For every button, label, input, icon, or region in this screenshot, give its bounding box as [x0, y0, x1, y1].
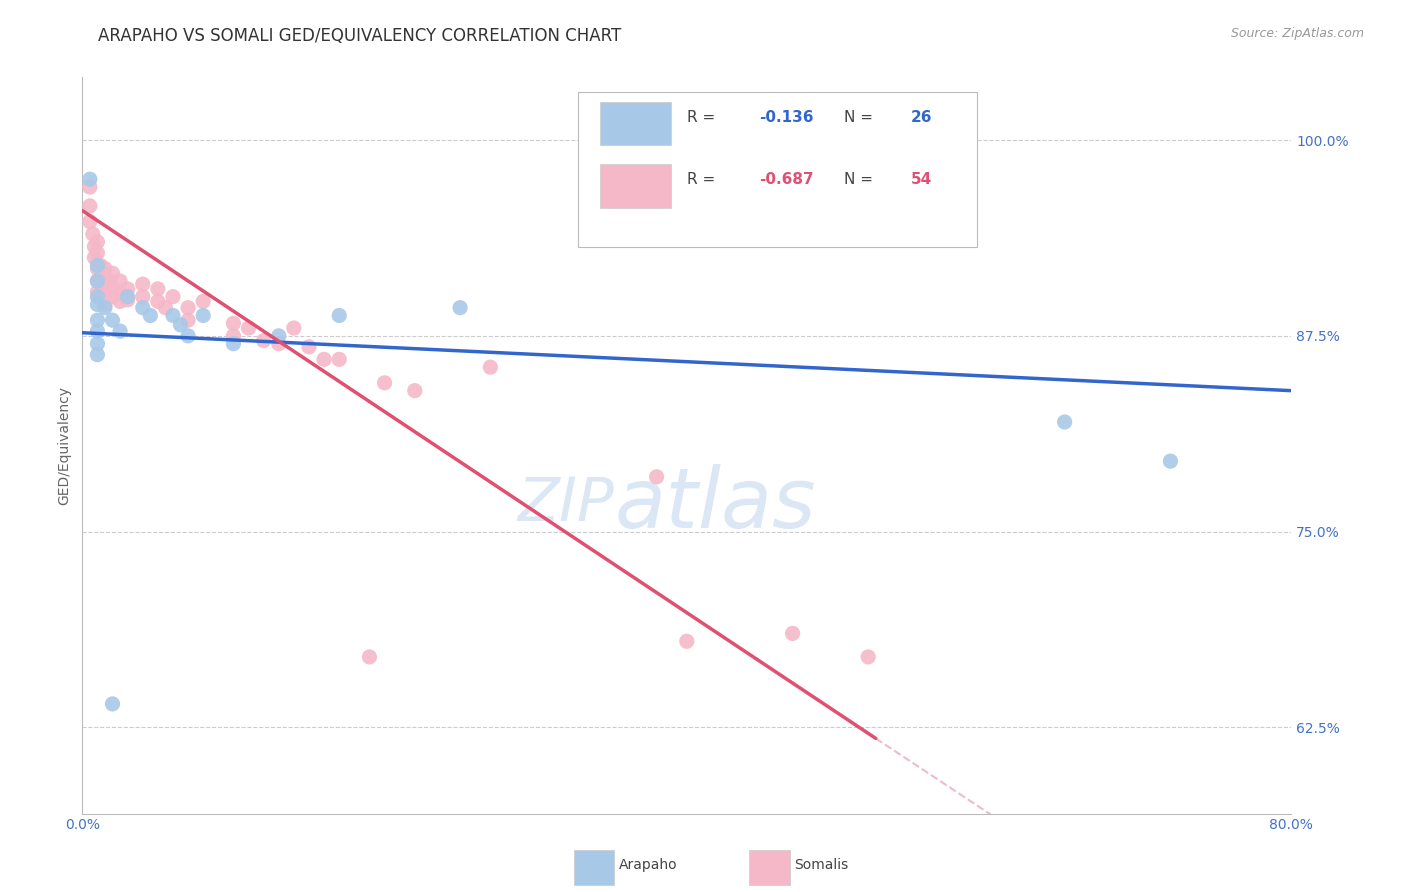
Point — [101, 282, 124, 296]
Point — [79, 214, 101, 228]
Point — [132, 290, 155, 304]
Point — [86, 285, 108, 299]
Point — [98, 274, 121, 288]
Point — [193, 309, 215, 323]
Point — [86, 259, 108, 273]
Point — [108, 324, 131, 338]
Point — [94, 271, 117, 285]
Point — [101, 266, 124, 280]
Point — [359, 649, 381, 664]
Point — [222, 329, 245, 343]
Point — [404, 384, 426, 398]
Point — [94, 290, 117, 304]
Text: Source: ZipAtlas.com: Source: ZipAtlas.com — [1230, 27, 1364, 40]
FancyBboxPatch shape — [578, 92, 977, 247]
Text: R =: R = — [686, 110, 716, 125]
Point — [169, 318, 191, 332]
Point — [117, 293, 139, 307]
Point — [298, 340, 321, 354]
Text: Somalis: Somalis — [794, 858, 849, 872]
Point — [86, 324, 108, 338]
Point — [86, 297, 108, 311]
Point — [89, 259, 111, 273]
Text: R =: R = — [686, 172, 716, 187]
Point — [117, 290, 139, 304]
Point — [117, 282, 139, 296]
Text: Arapaho: Arapaho — [619, 858, 678, 872]
Point — [139, 309, 162, 323]
Point — [328, 352, 350, 367]
Point — [101, 313, 124, 327]
Point — [79, 180, 101, 194]
Point — [374, 376, 396, 390]
Text: ARAPAHO VS SOMALI GED/EQUIVALENCY CORRELATION CHART: ARAPAHO VS SOMALI GED/EQUIVALENCY CORREL… — [98, 27, 621, 45]
Point — [89, 271, 111, 285]
Point — [146, 282, 169, 296]
Point — [86, 313, 108, 327]
Text: ZIP: ZIP — [517, 475, 614, 534]
Point — [108, 294, 131, 309]
Point — [94, 282, 117, 296]
Point — [177, 301, 200, 315]
Point — [222, 316, 245, 330]
Point — [222, 336, 245, 351]
Point — [83, 239, 105, 253]
Point — [283, 321, 305, 335]
Point — [146, 294, 169, 309]
Point — [82, 227, 104, 241]
Text: atlas: atlas — [614, 464, 815, 545]
Point — [162, 309, 184, 323]
Point — [162, 290, 184, 304]
Point — [86, 274, 108, 288]
Point — [1053, 415, 1076, 429]
Point — [328, 309, 350, 323]
Point — [108, 285, 131, 299]
Point — [193, 294, 215, 309]
FancyBboxPatch shape — [600, 164, 671, 208]
Point — [79, 199, 101, 213]
Point — [86, 290, 108, 304]
Point — [132, 277, 155, 292]
Point — [177, 313, 200, 327]
Point — [86, 235, 108, 249]
Point — [86, 348, 108, 362]
Y-axis label: GED/Equivalency: GED/Equivalency — [58, 386, 72, 505]
FancyBboxPatch shape — [600, 102, 671, 145]
Point — [253, 334, 276, 348]
Text: -0.687: -0.687 — [759, 172, 814, 187]
Point — [86, 261, 108, 276]
Point — [1159, 454, 1181, 468]
Text: 26: 26 — [911, 110, 932, 125]
Point — [101, 697, 124, 711]
Point — [94, 301, 117, 315]
Point — [267, 329, 290, 343]
Point — [108, 274, 131, 288]
Point — [94, 261, 117, 276]
Text: -0.136: -0.136 — [759, 110, 814, 125]
Point — [91, 278, 114, 293]
Point — [177, 329, 200, 343]
Point — [83, 251, 105, 265]
Point — [238, 321, 260, 335]
Point — [101, 290, 124, 304]
Point — [86, 245, 108, 260]
Point — [86, 274, 108, 288]
Text: N =: N = — [844, 172, 873, 187]
Point — [86, 336, 108, 351]
Point — [155, 301, 177, 315]
Point — [645, 470, 668, 484]
Point — [132, 301, 155, 315]
Point — [79, 172, 101, 186]
Point — [856, 649, 879, 664]
Point — [782, 626, 804, 640]
Point — [314, 352, 336, 367]
Point — [449, 301, 471, 315]
Text: 54: 54 — [911, 172, 932, 187]
Point — [94, 297, 117, 311]
Point — [267, 336, 290, 351]
Text: N =: N = — [844, 110, 873, 125]
Point — [479, 360, 502, 375]
Point — [675, 634, 697, 648]
